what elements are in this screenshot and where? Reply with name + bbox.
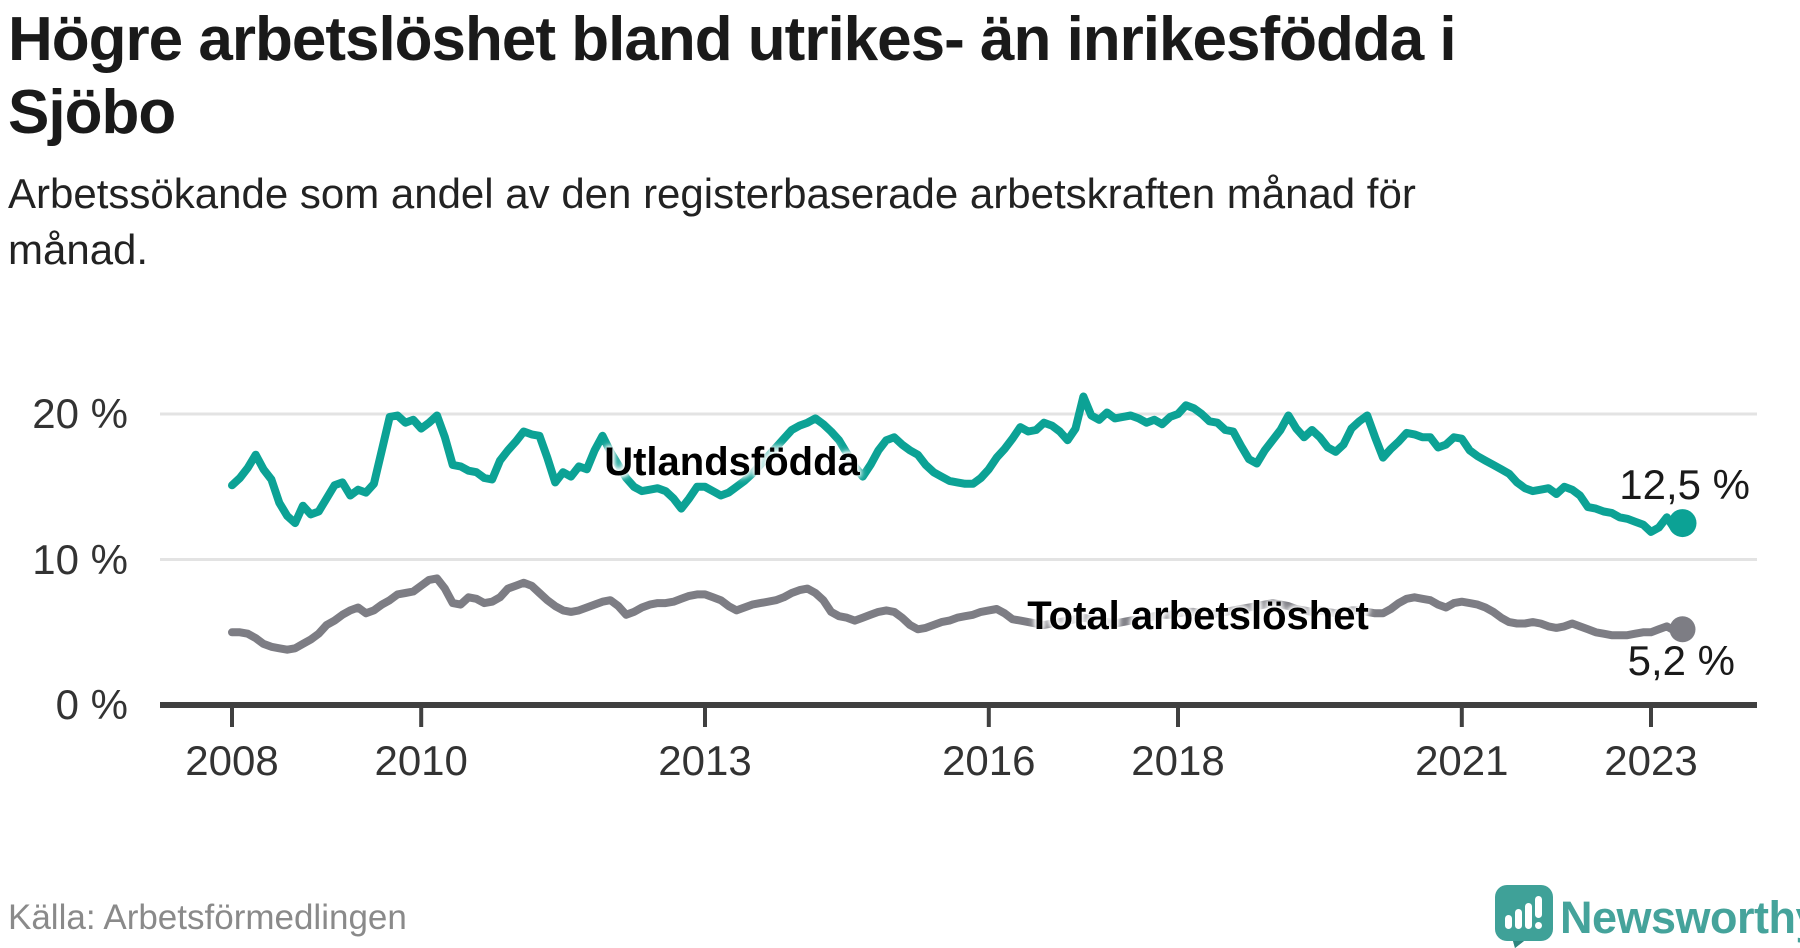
x-axis-tick-label-2013: 2013 [658, 737, 752, 784]
line-chart: 20 % 10 % 0 % 2008 2010 2013 2016 2018 2021 20… [0, 300, 1800, 800]
end-dot-utlandsfodda [1668, 509, 1697, 538]
end-value-label-utlandsfodda: 12,5 % [1619, 461, 1750, 508]
line-total-arbetsloshet [228, 574, 1687, 654]
series-label-utlandsfodda: Utlandsfödda [604, 440, 860, 484]
source-attribution: Källa: Arbetsförmedlingen [8, 898, 407, 937]
series-label-total-arbetsloshet: Total arbetslöshet [1027, 594, 1369, 638]
y-axis-tick-label-0: 0 % [55, 681, 128, 728]
newsworthy-logo: Newsworthy [1494, 884, 1800, 948]
x-axis-tick-label-2016: 2016 [942, 737, 1036, 784]
newsworthy-speech-bubble-chart-icon [1495, 885, 1553, 948]
x-axis-tick-label-2023: 2023 [1604, 737, 1698, 784]
line-utlandsfodda [228, 392, 1687, 536]
newsworthy-wordmark: Newsworthy [1560, 892, 1800, 943]
end-dot-total-arbetsloshet [1669, 616, 1696, 643]
x-axis-tick-label-2018: 2018 [1131, 737, 1225, 784]
page-subtitle: Arbetssökande som andel av den registerb… [8, 170, 1416, 273]
x-axis-tick-label-2021: 2021 [1415, 737, 1509, 784]
end-value-label-total: 5,2 % [1627, 637, 1735, 684]
y-axis-tick-label-10: 10 % [32, 536, 128, 583]
x-axis-tick-label-2008: 2008 [185, 737, 279, 784]
y-axis-tick-label-20: 20 % [32, 390, 128, 437]
page-title: Högre arbetslöshet bland utrikes- än inr… [8, 5, 1457, 147]
x-axis-tick-label-2010: 2010 [374, 737, 468, 784]
